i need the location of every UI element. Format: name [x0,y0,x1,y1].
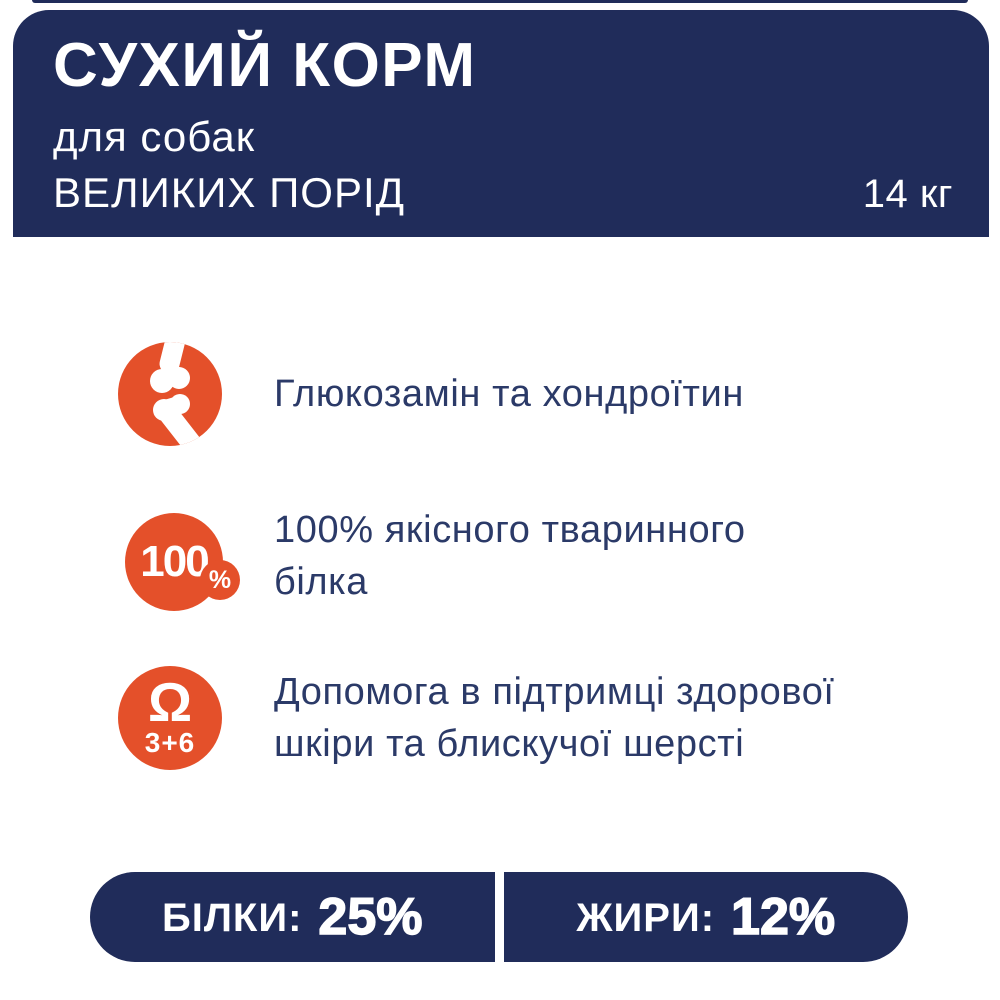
omega-numbers: 3+6 [144,726,196,758]
protein-stat: БІЛКИ: 25% [90,872,495,962]
package-weight: 14 кг [862,172,953,216]
feature-row-omega: Ω 3+6 Допомога в підтримці здорової шкір… [118,666,908,770]
fat-stat: ЖИРИ: 12% [503,872,908,962]
cropped-banner-edge [32,0,968,3]
nutrition-stats-bar: БІЛКИ: 25% ЖИРИ: 12% [90,872,908,962]
omega-3-6-icon: Ω 3+6 [118,666,222,770]
product-title: СУХИЙ КОРМ [53,31,477,100]
feature-line: Глюкозамін та хондроїтин [274,373,744,415]
feature-line: білка [274,561,368,603]
feature-list: Глюкозамін та хондроїтин 100 % 100% якіс… [118,342,908,828]
100-percent-icon: 100 % [118,504,240,611]
feature-line: 100% якісного тваринного [274,509,746,551]
fat-value: 12% [730,887,836,947]
badge-percent-sign: % [208,565,232,594]
feature-line: Допомога в підтримці здорової [274,671,835,713]
feature-text: Допомога в підтримці здорової шкіри та б… [274,666,835,770]
protein-label: БІЛКИ: [162,895,303,940]
fat-label: ЖИРИ: [576,895,716,940]
feature-text: Глюкозамін та хондроїтин [274,368,744,420]
percent-badge: % [200,560,240,600]
breed-size-label: ВЕЛИКИХ ПОРІД [53,169,406,216]
badge-number: 100 [140,537,209,586]
feature-text: 100% якісного тваринного білка [274,504,746,608]
breed-weight-row: ВЕЛИКИХ ПОРІД 14 кг [53,169,953,216]
feature-line: шкіри та блискучої шерсті [274,723,745,765]
omega-badge: Ω 3+6 [118,666,222,770]
joint-icon [118,342,222,446]
product-subtitle: для собак [53,113,256,160]
protein-value: 25% [318,887,424,947]
header-banner: СУХИЙ КОРМ для собак ВЕЛИКИХ ПОРІД 14 кг [13,10,989,237]
feature-row-protein-quality: 100 % 100% якісного тваринного білка [118,504,908,611]
omega-symbol: Ω [147,671,193,734]
feature-row-joint: Глюкозамін та хондроїтин [118,342,908,446]
